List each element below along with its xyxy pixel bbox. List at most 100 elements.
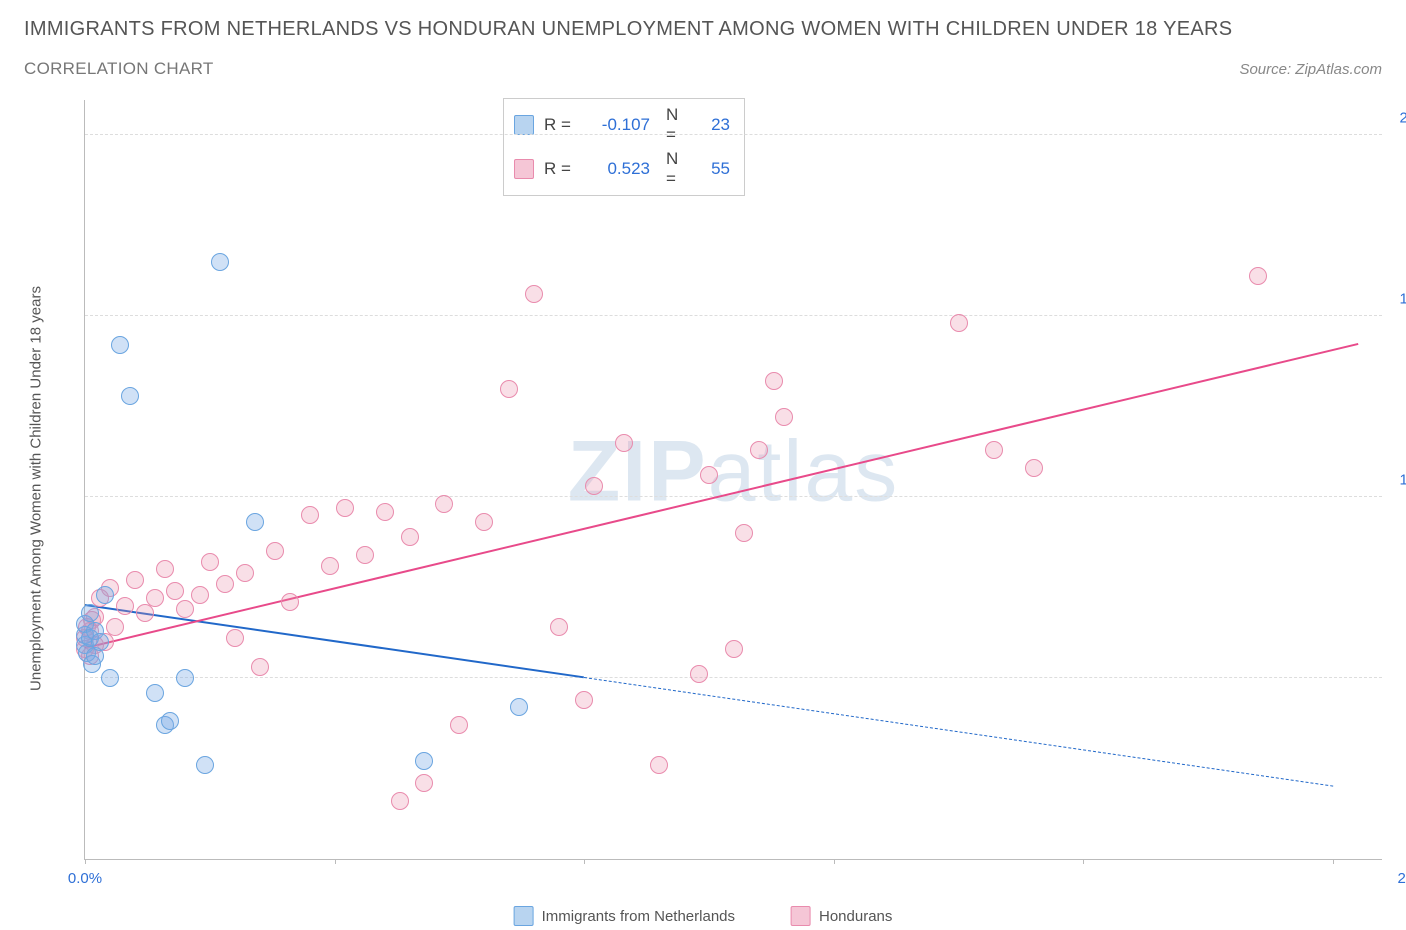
legend-stats-row-1: R = 0.523 N = 55 [514, 149, 730, 189]
data-point [201, 553, 219, 571]
gridline [85, 677, 1382, 678]
data-point [401, 528, 419, 546]
data-point [121, 387, 139, 405]
legend-stats: R = -0.107 N = 23 R = 0.523 N = 55 [503, 98, 745, 196]
data-point [266, 542, 284, 560]
x-tick-label-first: 0.0% [68, 870, 102, 887]
data-point [585, 477, 603, 495]
legend-bottom-swatch-1 [791, 906, 811, 926]
r-label: R = [544, 115, 578, 135]
data-point [96, 586, 114, 604]
data-point [376, 503, 394, 521]
data-point [725, 640, 743, 658]
legend-item-1: Hondurans [791, 906, 892, 926]
data-point [251, 658, 269, 676]
data-point [1025, 459, 1043, 477]
x-tick [1333, 859, 1334, 864]
data-point [391, 792, 409, 810]
gridline [85, 315, 1382, 316]
data-point [246, 513, 264, 531]
data-point [575, 691, 593, 709]
data-point [156, 560, 174, 578]
r-value-1: 0.523 [588, 159, 650, 179]
data-point [236, 564, 254, 582]
plot-area: ZIPatlas R = -0.107 N = 23 R = 0.523 N =… [84, 100, 1382, 860]
data-point [690, 665, 708, 683]
data-point [146, 589, 164, 607]
data-point [650, 756, 668, 774]
legend-label-1: Hondurans [819, 908, 892, 925]
data-point [550, 618, 568, 636]
data-point [111, 336, 129, 354]
gridline [85, 134, 1382, 135]
data-point [81, 604, 99, 622]
data-point [191, 586, 209, 604]
data-point [415, 774, 433, 792]
y-tick-label: 20.0% [1399, 110, 1406, 127]
chart-source: Source: ZipAtlas.com [1239, 61, 1382, 78]
data-point [475, 513, 493, 531]
n-label: N = [666, 149, 692, 189]
data-point [176, 600, 194, 618]
data-point [450, 716, 468, 734]
x-tick [1083, 859, 1084, 864]
chart-subtitle: CORRELATION CHART [24, 59, 214, 79]
data-point [301, 506, 319, 524]
x-tick [834, 859, 835, 864]
data-point [1249, 267, 1267, 285]
data-point [196, 756, 214, 774]
subtitle-row: CORRELATION CHART Source: ZipAtlas.com [24, 59, 1382, 79]
data-point [700, 466, 718, 484]
x-tick-label-last: 25.0% [1397, 870, 1406, 887]
data-point [985, 441, 1003, 459]
data-point [356, 546, 374, 564]
data-point [216, 575, 234, 593]
chart-area: Unemployment Among Women with Children U… [62, 100, 1382, 860]
legend-stats-row-0: R = -0.107 N = 23 [514, 105, 730, 145]
n-value-1: 55 [702, 159, 730, 179]
legend-bottom: Immigrants from Netherlands Hondurans [514, 906, 893, 926]
data-point [775, 408, 793, 426]
data-point [166, 582, 184, 600]
trend-line [85, 604, 585, 678]
x-tick [335, 859, 336, 864]
data-point [525, 285, 543, 303]
data-point [321, 557, 339, 575]
data-point [211, 253, 229, 271]
data-point [176, 669, 194, 687]
y-tick-label: 10.0% [1399, 472, 1406, 489]
data-point [765, 372, 783, 390]
data-point [281, 593, 299, 611]
n-label: N = [666, 105, 692, 145]
data-point [226, 629, 244, 647]
data-point [500, 380, 518, 398]
chart-header: IMMIGRANTS FROM NETHERLANDS VS HONDURAN … [0, 0, 1406, 85]
data-point [101, 669, 119, 687]
data-point [510, 698, 528, 716]
y-tick-label: 15.0% [1399, 291, 1406, 308]
data-point [116, 597, 134, 615]
chart-title: IMMIGRANTS FROM NETHERLANDS VS HONDURAN … [24, 18, 1382, 41]
data-point [106, 618, 124, 636]
trend-line-dashed [584, 677, 1333, 787]
data-point [750, 441, 768, 459]
data-point [146, 684, 164, 702]
gridline [85, 496, 1382, 497]
legend-bottom-swatch-0 [514, 906, 534, 926]
x-tick [584, 859, 585, 864]
data-point [91, 633, 109, 651]
n-value-0: 23 [702, 115, 730, 135]
legend-swatch-0 [514, 115, 534, 135]
r-value-0: -0.107 [588, 115, 650, 135]
data-point [950, 314, 968, 332]
data-point [735, 524, 753, 542]
x-tick [85, 859, 86, 864]
data-point [615, 434, 633, 452]
r-label: R = [544, 159, 578, 179]
legend-item-0: Immigrants from Netherlands [514, 906, 735, 926]
data-point [435, 495, 453, 513]
legend-label-0: Immigrants from Netherlands [542, 908, 735, 925]
data-point [336, 499, 354, 517]
y-axis-label: Unemployment Among Women with Children U… [28, 286, 45, 691]
legend-swatch-1 [514, 159, 534, 179]
